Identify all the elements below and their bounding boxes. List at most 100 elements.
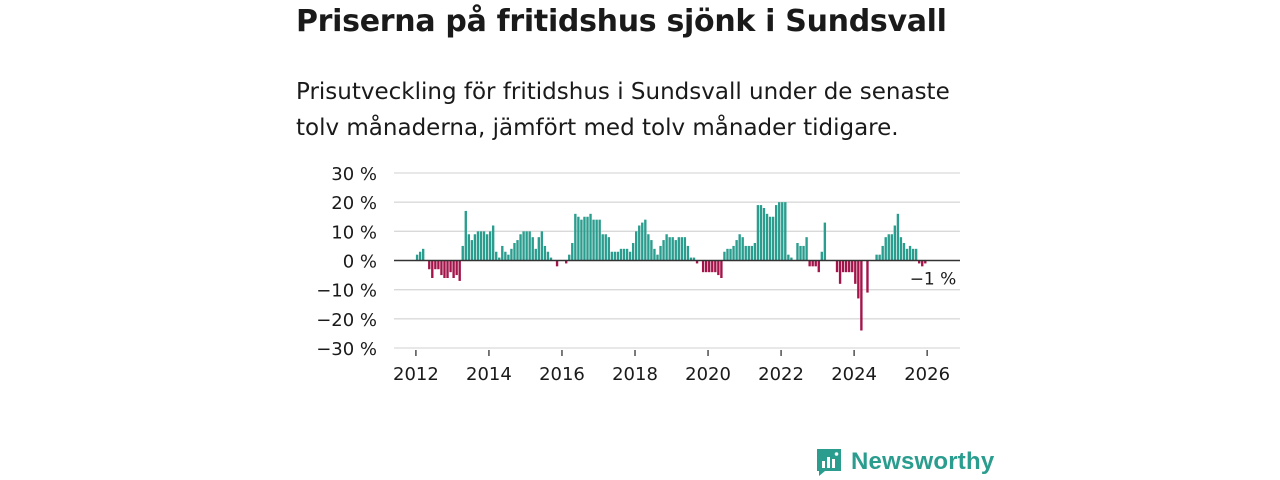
data-bar — [677, 237, 680, 261]
data-bar — [686, 245, 690, 261]
data-bar — [485, 234, 489, 261]
data-bar — [501, 245, 504, 261]
data-bar — [744, 245, 747, 261]
data-bar — [778, 202, 781, 261]
data-bar — [519, 234, 522, 261]
data-bar — [811, 260, 814, 267]
data-bar — [601, 234, 604, 261]
data-bar — [638, 225, 641, 261]
data-bar — [531, 237, 534, 261]
data-bar — [720, 260, 723, 278]
data-bar — [738, 234, 741, 261]
data-bar — [701, 260, 705, 273]
data-bar — [613, 251, 617, 261]
data-bar — [589, 213, 592, 261]
data-bar — [577, 216, 580, 261]
data-bar — [510, 248, 513, 261]
data-bar — [467, 234, 471, 261]
data-bar — [641, 222, 644, 261]
data-bar — [418, 251, 422, 261]
newsworthy-logo-icon — [817, 449, 841, 476]
data-bar — [461, 245, 464, 261]
y-tick-label: 30 % — [331, 164, 377, 185]
data-bar — [610, 251, 614, 261]
data-bar — [781, 202, 784, 261]
data-bar — [851, 260, 854, 273]
data-bar — [899, 237, 903, 261]
data-bar — [765, 213, 769, 261]
data-bar — [525, 231, 528, 261]
data-bar — [631, 243, 635, 261]
data-bar — [805, 237, 808, 261]
brand-name: Newsworthy — [851, 448, 995, 475]
chart-title: Priserna på fritidshus sjönk i Sundsvall — [296, 4, 947, 39]
data-bar — [507, 254, 510, 261]
data-bar — [784, 202, 787, 261]
data-bar — [449, 260, 452, 273]
data-bar — [540, 231, 544, 261]
data-bar — [689, 257, 693, 261]
data-bar — [841, 260, 845, 273]
data-bar — [711, 260, 714, 273]
x-tick-label: 2016 — [539, 364, 585, 385]
data-bar — [473, 234, 477, 261]
data-bar — [857, 260, 860, 299]
data-bar — [914, 248, 918, 261]
data-bar — [774, 205, 778, 261]
data-bar — [790, 257, 793, 261]
data-bar — [422, 248, 425, 261]
bar-chart: 30 % 20 % 10 % 0 % −10 % −20 % −30 % 2012 2014 20… — [316, 164, 960, 385]
data-bar — [674, 240, 677, 261]
data-bar — [705, 260, 708, 273]
data-bar — [860, 260, 863, 331]
brand-logo[interactable]: Newsworthy — [815, 446, 994, 478]
data-bar — [619, 248, 623, 261]
data-bar — [476, 231, 480, 261]
data-bar — [580, 219, 583, 261]
data-bar — [905, 248, 909, 261]
data-bar — [759, 205, 763, 261]
data-bar — [607, 237, 610, 261]
data-bar — [522, 231, 525, 261]
data-bar — [571, 243, 574, 261]
y-tick-label: 0 % — [343, 252, 377, 273]
data-bar — [695, 260, 699, 264]
data-bar — [741, 237, 744, 261]
y-tick-label: −20 % — [316, 310, 377, 331]
data-bar — [604, 234, 607, 261]
data-bar — [568, 254, 571, 261]
data-bar — [668, 237, 671, 261]
data-bar — [622, 248, 626, 261]
data-bar — [756, 205, 760, 261]
data-bar — [723, 251, 726, 261]
data-bar — [817, 260, 820, 273]
data-bar — [887, 234, 890, 261]
data-bar — [440, 260, 443, 276]
data-bar — [732, 245, 735, 261]
data-bar — [546, 251, 550, 261]
data-bar — [592, 219, 595, 261]
data-bar — [528, 231, 531, 261]
data-bar — [890, 234, 893, 261]
x-tick-label: 2014 — [466, 364, 512, 385]
data-bar — [428, 260, 431, 270]
data-bar — [814, 260, 817, 267]
data-bar — [625, 248, 629, 261]
data-bar — [565, 260, 568, 264]
data-bar — [729, 248, 732, 261]
x-tick-label: 2024 — [831, 364, 877, 385]
x-tick-label: 2018 — [612, 364, 658, 385]
data-bar — [595, 219, 598, 261]
data-bar — [513, 243, 516, 261]
data-bar — [848, 260, 851, 273]
data-bar — [884, 237, 887, 261]
data-bar — [537, 237, 540, 261]
data-bar — [875, 254, 878, 261]
data-bar — [820, 251, 823, 261]
data-bar — [918, 260, 921, 264]
y-tick-label: 10 % — [331, 222, 377, 243]
y-tick-label: −30 % — [316, 339, 377, 360]
data-bar — [464, 210, 467, 261]
data-bar — [726, 248, 729, 261]
data-bar — [768, 216, 772, 261]
